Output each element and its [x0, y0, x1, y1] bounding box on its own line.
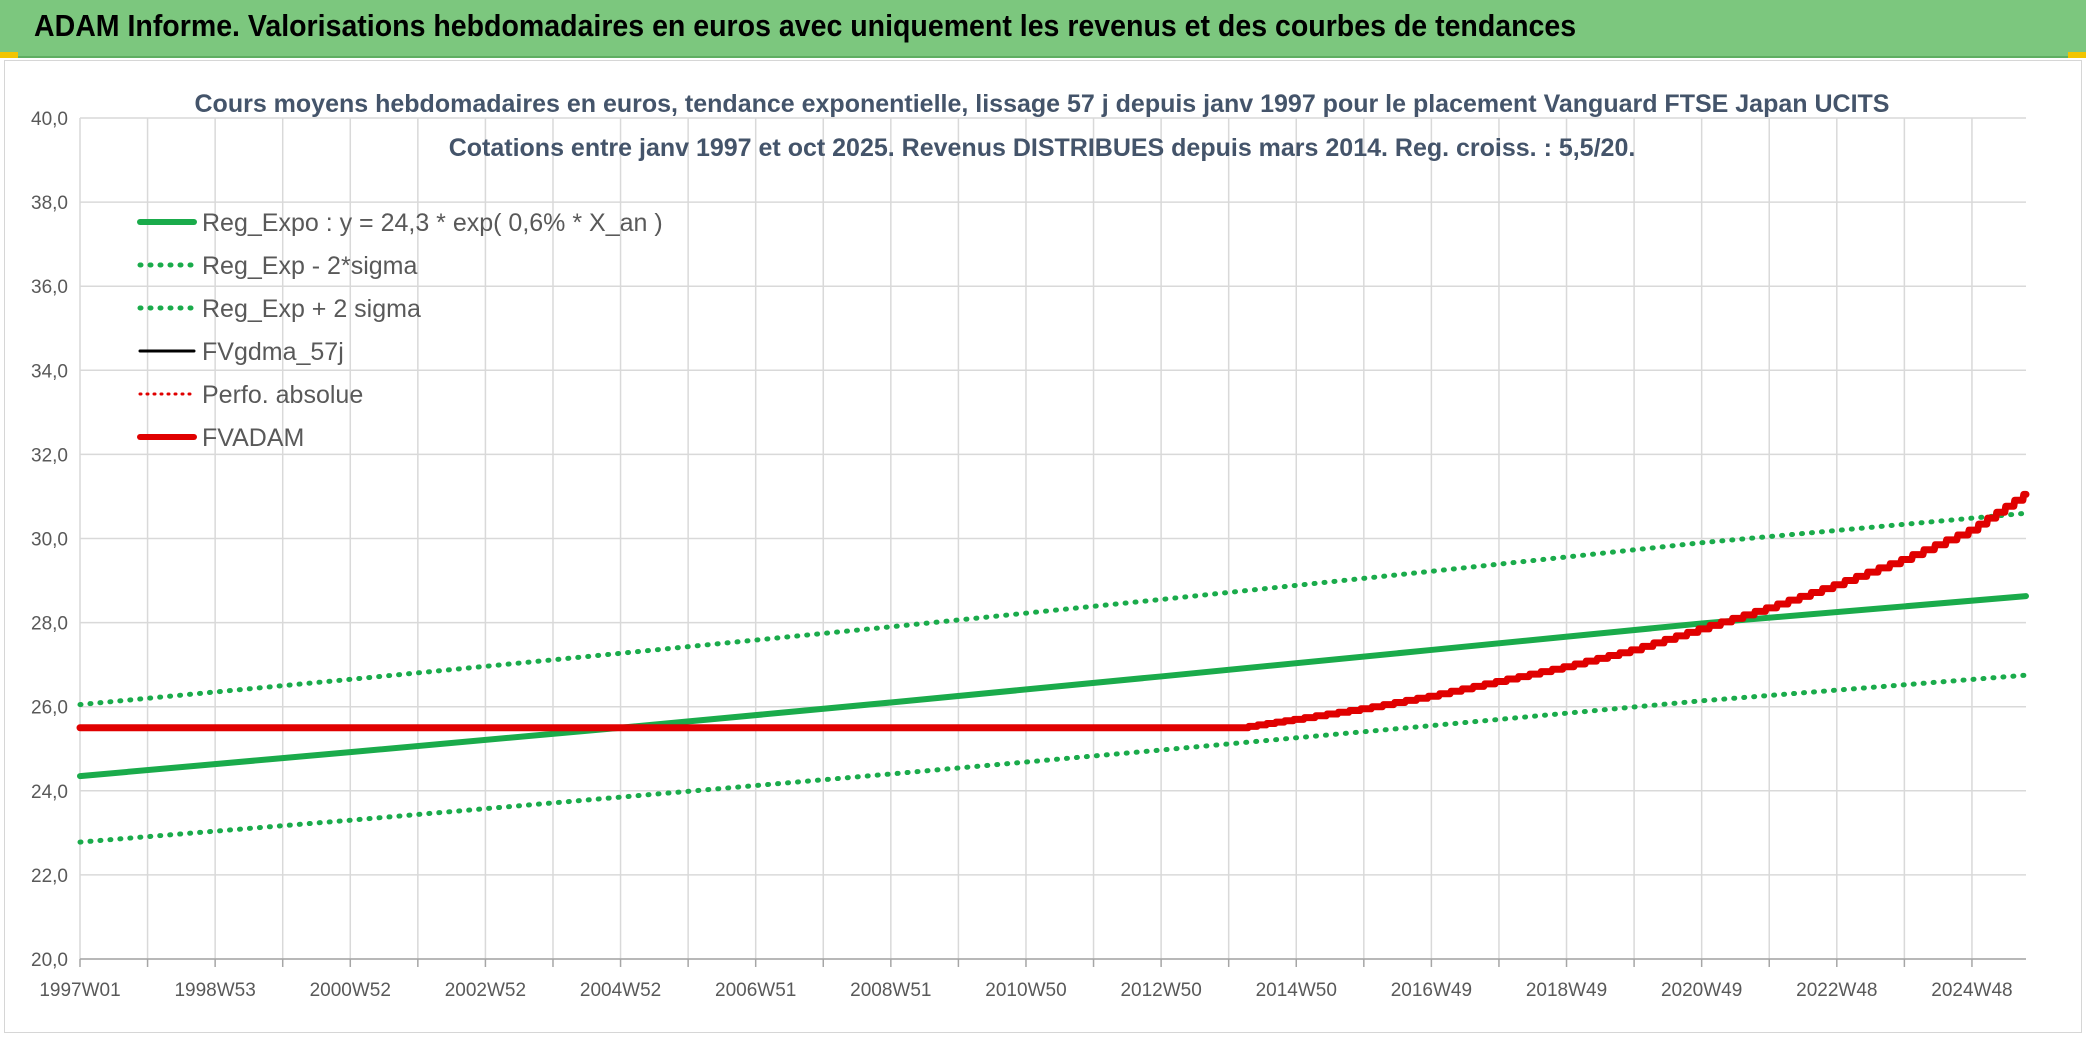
- chart-series: [76, 490, 2030, 845]
- x-tick-label: 2012W50: [1120, 980, 1201, 1001]
- chart-title: Cours moyens hebdomadaires en euros, ten…: [195, 90, 1890, 118]
- corner-mark-right: [2068, 52, 2086, 58]
- x-tick-label: 2024W48: [1931, 980, 2012, 1001]
- x-tick-label: 2014W50: [1256, 980, 1337, 1001]
- y-tick-label: 30,0: [31, 530, 68, 551]
- x-tick-label: 1997W01: [39, 980, 120, 1001]
- legend-label: Reg_Expo : y = 24,3 * exp( 0,6% * X_an ): [202, 209, 663, 237]
- series-line: [76, 490, 2030, 732]
- x-tick-label: 2016W49: [1391, 980, 1472, 1001]
- x-tick-label: 2004W52: [580, 980, 661, 1001]
- x-tick-label: 2006W51: [715, 980, 796, 1001]
- x-tick-label: 2022W48: [1796, 980, 1877, 1001]
- y-tick-label: 36,0: [31, 277, 68, 298]
- y-tick-label: 28,0: [31, 614, 68, 635]
- report-banner: ADAM Informe. Valorisations hebdomadaire…: [0, 0, 2086, 58]
- series-line: [77, 593, 2029, 780]
- legend-label: Reg_Exp + 2 sigma: [202, 295, 421, 323]
- y-tick-label: 32,0: [31, 445, 68, 466]
- chart-axes: 20,0 22,0 24,0 26,0 28,0 30,0 32,0 34,0 36,0 38,0…: [31, 109, 2026, 1001]
- x-tick-label: 2002W52: [445, 980, 526, 1001]
- series-line: [77, 672, 2029, 845]
- series-line: [77, 491, 2029, 731]
- legend-label: FVgdma_57j: [202, 338, 344, 366]
- x-tick-label: 2010W50: [985, 980, 1066, 1001]
- chart-grid: [79, 117, 2026, 960]
- y-tick-label: 26,0: [31, 698, 68, 719]
- y-tick-label: 34,0: [31, 361, 68, 382]
- legend-label: Perfo. absolue: [202, 381, 363, 409]
- y-tick-label: 38,0: [31, 193, 68, 214]
- series-line: [78, 492, 2028, 730]
- chart-legend: Reg_Expo : y = 24,3 * exp( 0,6% * X_an )…: [137, 209, 663, 452]
- y-tick-label: 40,0: [31, 109, 68, 130]
- x-tick-label: 2020W49: [1661, 980, 1742, 1001]
- legend-label: Reg_Exp - 2*sigma: [202, 252, 417, 280]
- y-tick-label: 24,0: [31, 782, 68, 803]
- x-tick-label: 2000W52: [310, 980, 391, 1001]
- series-line: [77, 510, 2029, 708]
- x-tick-label: 2018W49: [1526, 980, 1607, 1001]
- legend-label: FVADAM: [202, 424, 304, 452]
- x-tick-label: 2008W51: [850, 980, 931, 1001]
- x-tick-label: 1998W53: [174, 980, 255, 1001]
- y-tick-label: 22,0: [31, 866, 68, 887]
- corner-mark-left: [0, 52, 18, 58]
- report-title: ADAM Informe. Valorisations hebdomadaire…: [34, 8, 1577, 43]
- y-tick-label: 20,0: [31, 950, 68, 971]
- chart-subtitle: Cotations entre janv 1997 et oct 2025. R…: [449, 134, 1636, 162]
